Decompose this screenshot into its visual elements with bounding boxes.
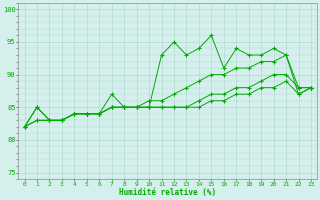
X-axis label: Humidité relative (%): Humidité relative (%)	[119, 188, 216, 197]
